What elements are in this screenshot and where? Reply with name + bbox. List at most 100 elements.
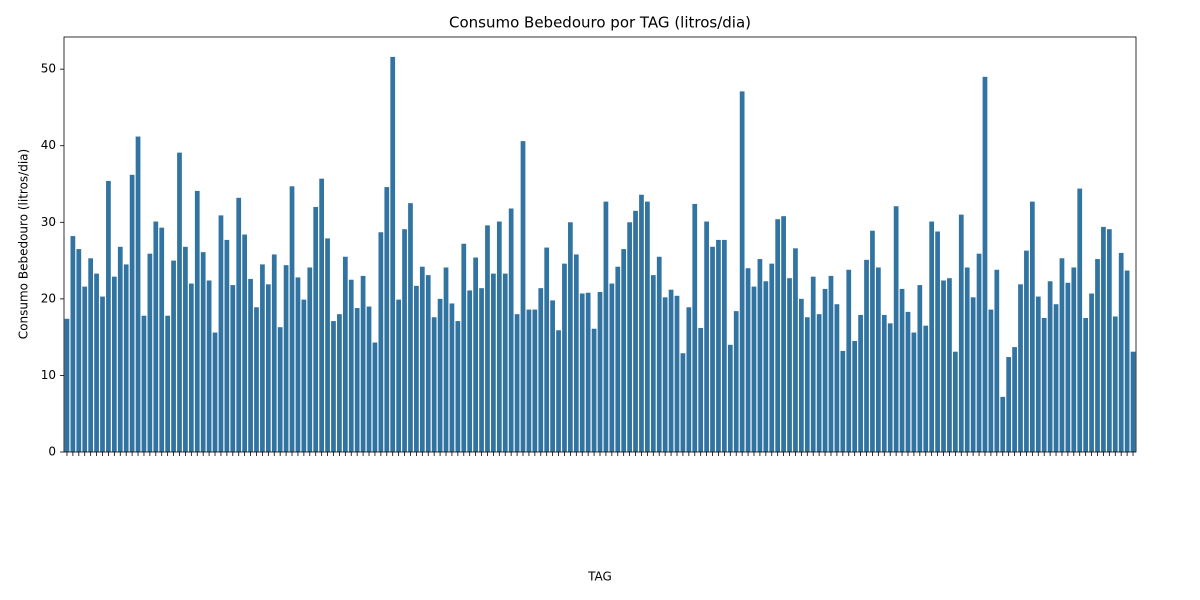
bar: [1089, 293, 1094, 452]
bar: [1000, 396, 1006, 452]
bar: [716, 239, 721, 452]
bar: [804, 317, 810, 452]
bar: [923, 325, 929, 452]
bar: [710, 246, 715, 452]
bar: [834, 304, 840, 452]
bar: [615, 266, 621, 452]
bar: [757, 259, 763, 452]
bar: [194, 190, 200, 452]
y-tick-label: 20: [41, 291, 56, 305]
bar: [579, 293, 585, 452]
bar: [354, 308, 360, 452]
bar: [645, 201, 650, 452]
bar: [419, 266, 425, 452]
bar: [822, 288, 828, 452]
bar: [899, 288, 905, 452]
bar: [147, 253, 153, 452]
bar: [248, 278, 253, 452]
bar: [1118, 252, 1124, 452]
bar: [870, 230, 875, 452]
bar: [283, 265, 289, 452]
bar: [538, 288, 544, 452]
bar: [562, 263, 567, 452]
bar: [639, 194, 644, 452]
bar: [864, 259, 869, 452]
bar: [64, 318, 70, 452]
bar: [668, 289, 674, 452]
bar: [650, 275, 656, 452]
bar: [360, 275, 366, 452]
bar: [828, 275, 834, 452]
bar: [82, 286, 88, 452]
y-tick-label: 0: [48, 445, 56, 459]
bar: [698, 327, 704, 452]
bar: [722, 239, 727, 452]
bar: [911, 332, 917, 452]
bar: [111, 276, 117, 452]
bar: [1047, 281, 1053, 452]
bar: [206, 280, 212, 452]
bar: [141, 315, 147, 452]
bar: [1124, 270, 1130, 452]
bar: [988, 309, 994, 452]
bar: [224, 239, 230, 452]
bar: [437, 298, 443, 452]
bar: [887, 323, 893, 452]
bar: [526, 309, 532, 452]
bar: [106, 180, 111, 452]
bar: [260, 264, 265, 452]
bar: [295, 277, 301, 452]
bar: [177, 152, 182, 452]
bar: [402, 229, 407, 452]
bar: [905, 311, 911, 452]
bar: [514, 314, 520, 452]
bar: [763, 281, 769, 452]
bar: [846, 269, 852, 452]
bar: [947, 278, 952, 452]
bar: [893, 206, 899, 452]
bar: [662, 297, 668, 452]
bar: [165, 315, 171, 452]
bar: [781, 216, 786, 452]
bar: [727, 344, 733, 452]
bar: [123, 264, 129, 452]
y-tick-label: 30: [41, 215, 56, 229]
bar: [1101, 226, 1106, 452]
bar: [88, 258, 94, 452]
bar: [390, 56, 396, 453]
bar: [810, 276, 816, 452]
bar: [183, 246, 188, 452]
bar: [1006, 357, 1012, 452]
bar: [218, 215, 224, 452]
bar: [325, 238, 330, 452]
bar: [200, 252, 206, 452]
bar: [485, 225, 490, 452]
bar: [568, 222, 573, 452]
bar: [816, 314, 822, 452]
bar: [674, 295, 680, 452]
bar: [502, 273, 508, 452]
bar: [331, 321, 336, 452]
y-tick-label: 40: [41, 138, 56, 152]
bar: [100, 296, 105, 452]
bar: [1112, 316, 1118, 452]
bar: [751, 286, 757, 452]
bar: [964, 267, 970, 452]
bar: [573, 254, 579, 452]
bar: [171, 260, 176, 452]
bar: [585, 292, 591, 452]
bar: [970, 297, 976, 452]
bar: [597, 291, 603, 452]
bar: [230, 285, 236, 452]
bar: [917, 285, 923, 452]
bar: [633, 210, 638, 452]
bar: [94, 273, 99, 452]
bar: [366, 306, 372, 452]
bar: [520, 141, 526, 452]
bar: [242, 234, 248, 452]
bar: [1106, 229, 1112, 452]
bar: [378, 232, 384, 452]
bar: [692, 203, 698, 452]
bar: [188, 283, 194, 452]
